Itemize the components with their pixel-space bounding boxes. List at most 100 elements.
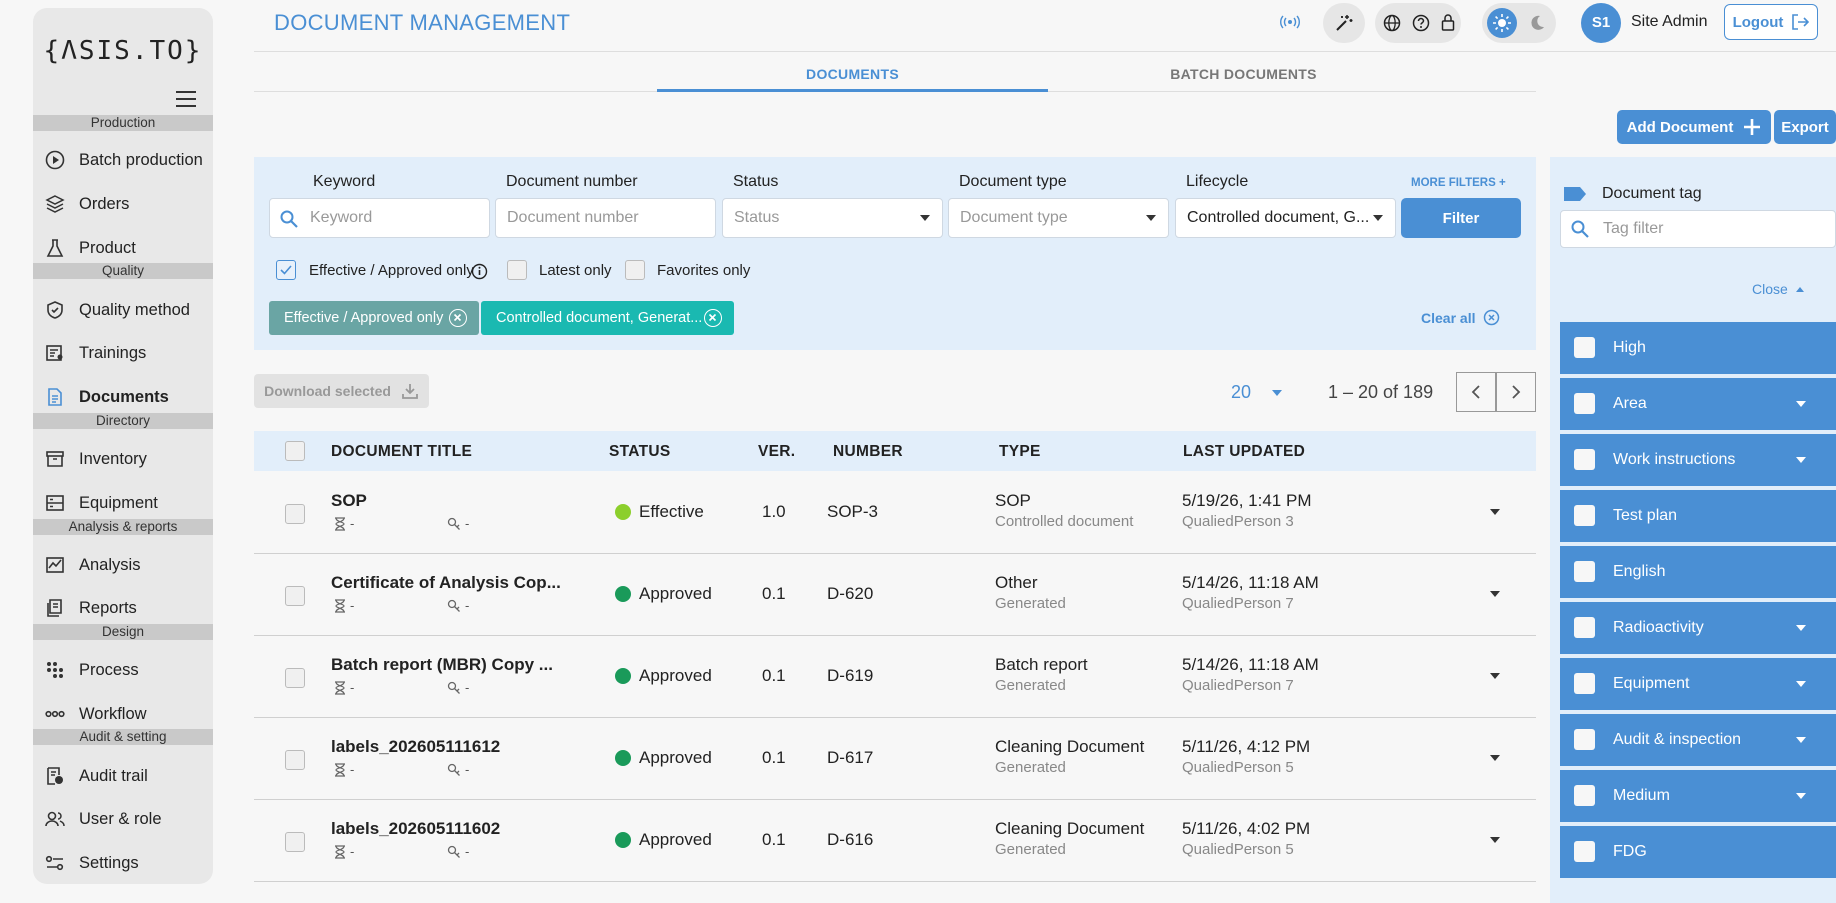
document-title[interactable]: labels_202605111612 bbox=[331, 737, 501, 756]
light-theme-button[interactable] bbox=[1487, 8, 1517, 38]
close-icon[interactable] bbox=[449, 309, 467, 327]
chevron-down-icon[interactable] bbox=[1490, 673, 1500, 679]
chevron-down-icon[interactable] bbox=[1796, 457, 1806, 463]
sidebar-item-analysis[interactable]: Analysis bbox=[45, 550, 210, 580]
favorites-only-checkbox[interactable] bbox=[625, 260, 645, 280]
info-icon[interactable] bbox=[471, 263, 488, 280]
sidebar-item-orders[interactable]: Orders bbox=[45, 189, 210, 219]
chevron-down-icon[interactable] bbox=[1796, 401, 1806, 407]
user-name[interactable]: Site Admin bbox=[1631, 13, 1708, 30]
sidebar-item-product[interactable]: Product bbox=[45, 233, 210, 263]
doc-type-select[interactable]: Document type bbox=[948, 198, 1169, 238]
sidebar-item-inventory[interactable]: Inventory bbox=[45, 444, 210, 474]
avatar[interactable]: S1 bbox=[1581, 3, 1621, 43]
clear-all-link[interactable]: Clear all bbox=[1421, 309, 1500, 326]
chevron-down-icon[interactable] bbox=[1490, 591, 1500, 597]
tag-checkbox[interactable] bbox=[1574, 729, 1595, 750]
chevron-down-icon[interactable] bbox=[1796, 625, 1806, 631]
sidebar-item-reports[interactable]: Reports bbox=[45, 593, 210, 623]
per-page-select[interactable]: 20 bbox=[1231, 382, 1283, 403]
logout-button[interactable]: Logout bbox=[1724, 4, 1818, 40]
tag-checkbox[interactable] bbox=[1574, 393, 1595, 414]
chevron-down-icon[interactable] bbox=[1796, 793, 1806, 799]
tag-filter-input[interactable]: Tag filter bbox=[1560, 210, 1836, 248]
document-title[interactable]: Batch report (MBR) Copy ... bbox=[331, 655, 553, 674]
globe-icon[interactable] bbox=[1383, 14, 1401, 32]
table-row[interactable]: SOP - - Effective 1.0 SOP-3 SOP Controlled docu… bbox=[254, 472, 1536, 554]
col-number[interactable]: NUMBER bbox=[833, 443, 903, 460]
chevron-down-icon[interactable] bbox=[1490, 837, 1500, 843]
col-document-title[interactable]: DOCUMENT TITLE bbox=[331, 443, 473, 460]
tag-item[interactable]: Work instructions bbox=[1560, 434, 1836, 486]
tag-item[interactable]: High bbox=[1560, 322, 1836, 374]
document-title[interactable]: labels_202605111602 bbox=[331, 819, 501, 838]
tag-item[interactable]: FDG bbox=[1560, 826, 1836, 878]
close-icon[interactable] bbox=[704, 309, 722, 327]
table-row[interactable]: Certificate of Analysis Cop... - - Approved… bbox=[254, 554, 1536, 636]
filter-chip-effective[interactable]: Effective / Approved only bbox=[269, 301, 479, 335]
tab-batch-documents[interactable]: BATCH DOCUMENTS bbox=[1170, 66, 1317, 82]
sidebar-item-batch-production[interactable]: Batch production bbox=[45, 145, 210, 175]
moon-icon[interactable] bbox=[1528, 14, 1546, 32]
tag-checkbox[interactable] bbox=[1574, 505, 1595, 526]
doc-number-input[interactable]: Document number bbox=[495, 198, 716, 238]
chevron-down-icon[interactable] bbox=[1490, 755, 1500, 761]
close-tags-link[interactable]: Close bbox=[1752, 281, 1804, 297]
row-checkbox[interactable] bbox=[285, 832, 305, 852]
row-checkbox[interactable] bbox=[285, 668, 305, 688]
tag-item[interactable]: English bbox=[1560, 546, 1836, 598]
tag-checkbox[interactable] bbox=[1574, 617, 1595, 638]
broadcast-icon[interactable] bbox=[1280, 15, 1300, 29]
table-row[interactable]: labels_202605111602 - - Approved 0.1 D-616 Cle… bbox=[254, 800, 1536, 882]
menu-icon[interactable] bbox=[176, 91, 196, 107]
row-checkbox[interactable] bbox=[285, 586, 305, 606]
tag-item[interactable]: Area bbox=[1560, 378, 1836, 430]
tag-item[interactable]: Medium bbox=[1560, 770, 1836, 822]
tag-item[interactable]: Audit & inspection bbox=[1560, 714, 1836, 766]
tag-item[interactable]: Radioactivity bbox=[1560, 602, 1836, 654]
tag-checkbox[interactable] bbox=[1574, 785, 1595, 806]
col-type[interactable]: TYPE bbox=[999, 443, 1041, 460]
app-logo[interactable]: {ΛSIS.TO} bbox=[43, 36, 203, 66]
sidebar-item-workflow[interactable]: Workflow bbox=[45, 699, 210, 729]
sidebar-item-settings[interactable]: Settings bbox=[45, 848, 210, 878]
keyword-input[interactable]: Keyword bbox=[269, 198, 490, 238]
tag-checkbox[interactable] bbox=[1574, 449, 1595, 470]
download-selected-button[interactable]: Download selected bbox=[254, 374, 429, 408]
effective-approved-checkbox[interactable] bbox=[276, 260, 296, 280]
tag-checkbox[interactable] bbox=[1574, 673, 1595, 694]
sidebar-item-quality-method[interactable]: Quality method bbox=[45, 295, 210, 325]
tag-item[interactable]: Equipment bbox=[1560, 658, 1836, 710]
more-filters-link[interactable]: MORE FILTERS + bbox=[1411, 177, 1506, 189]
filter-chip-lifecycle[interactable]: Controlled document, Generat... bbox=[481, 301, 734, 335]
document-title[interactable]: SOP bbox=[331, 491, 367, 510]
sidebar-item-process[interactable]: Process bbox=[45, 655, 210, 685]
chevron-down-icon[interactable] bbox=[1490, 509, 1500, 515]
lifecycle-select[interactable]: Controlled document, G... bbox=[1175, 198, 1396, 238]
document-title[interactable]: Certificate of Analysis Cop... bbox=[331, 573, 561, 592]
table-row[interactable]: Batch report (MBR) Copy ... - - Approved 0.1… bbox=[254, 636, 1536, 718]
next-page-button[interactable] bbox=[1496, 372, 1536, 412]
table-row[interactable]: labels_202605111612 - - Approved 0.1 D-617 Cle… bbox=[254, 718, 1536, 800]
col-status[interactable]: STATUS bbox=[609, 443, 671, 460]
sidebar-item-audit-trail[interactable]: Audit trail bbox=[45, 761, 210, 791]
sidebar-item-user-role[interactable]: User & role bbox=[45, 804, 210, 834]
col-last-updated[interactable]: LAST UPDATED bbox=[1183, 443, 1306, 460]
filter-button[interactable]: Filter bbox=[1401, 198, 1521, 238]
row-checkbox[interactable] bbox=[285, 750, 305, 770]
sidebar-item-trainings[interactable]: Trainings bbox=[45, 338, 210, 368]
tab-documents[interactable]: DOCUMENTS bbox=[806, 66, 899, 82]
col-version[interactable]: VER. bbox=[758, 443, 796, 460]
status-select[interactable]: Status bbox=[722, 198, 943, 238]
lock-icon[interactable] bbox=[1441, 13, 1455, 32]
sidebar-item-documents[interactable]: Documents bbox=[45, 382, 210, 412]
magic-wand-button[interactable] bbox=[1323, 3, 1365, 43]
row-checkbox[interactable] bbox=[285, 504, 305, 524]
tag-checkbox[interactable] bbox=[1574, 561, 1595, 582]
tag-item[interactable]: Test plan bbox=[1560, 490, 1836, 542]
chevron-down-icon[interactable] bbox=[1796, 681, 1806, 687]
tag-checkbox[interactable] bbox=[1574, 337, 1595, 358]
sidebar-item-equipment[interactable]: Equipment bbox=[45, 488, 210, 518]
prev-page-button[interactable] bbox=[1456, 372, 1496, 412]
latest-only-checkbox[interactable] bbox=[507, 260, 527, 280]
